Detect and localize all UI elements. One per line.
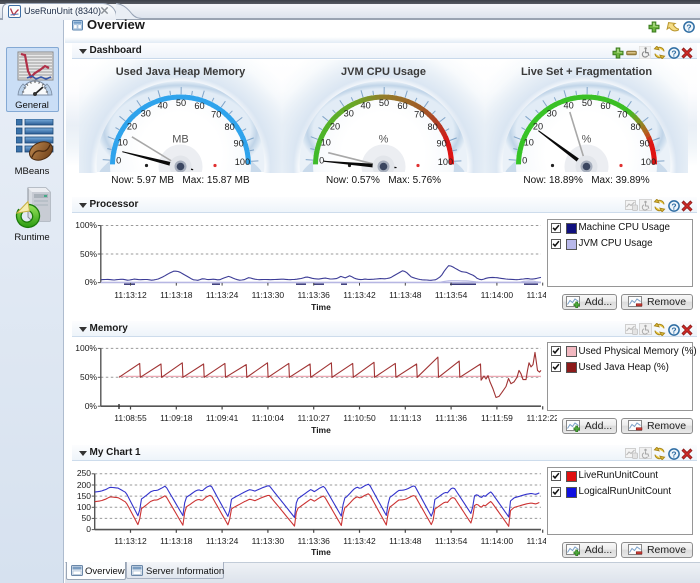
svg-text:80: 80 [427,122,437,132]
svg-text:10: 10 [524,138,534,148]
svg-text:60: 60 [194,101,204,111]
svg-text:?: ? [671,325,676,335]
svg-text:40: 40 [563,101,573,111]
svg-text:?: ? [671,449,676,459]
svg-text:50: 50 [379,98,389,108]
svg-text:50: 50 [582,98,592,108]
svg-text:80: 80 [630,122,640,132]
svg-text:10: 10 [118,138,128,148]
svg-text:30: 30 [344,109,354,119]
svg-text:60: 60 [397,101,407,111]
svg-text:0: 0 [319,156,324,166]
svg-text:90: 90 [436,139,446,149]
svg-text:20: 20 [330,121,340,131]
svg-text:100: 100 [438,157,453,167]
svg-text:50: 50 [176,98,186,108]
svg-text:70: 70 [211,109,221,119]
svg-text:10: 10 [321,138,331,148]
svg-text:60: 60 [600,101,610,111]
svg-text:20: 20 [533,121,543,131]
svg-text:100: 100 [235,157,250,167]
svg-text:0: 0 [116,156,121,166]
svg-text:?: ? [671,201,676,211]
svg-text:90: 90 [639,139,649,149]
svg-text:MB: MB [172,134,189,146]
svg-text:90: 90 [233,139,243,149]
svg-text:0: 0 [522,156,527,166]
svg-text:30: 30 [141,109,151,119]
svg-text:?: ? [686,22,691,32]
svg-text:30: 30 [547,109,557,119]
svg-text:%: % [582,134,592,146]
svg-text:%: % [379,134,389,146]
svg-text:100: 100 [641,157,656,167]
svg-text:20: 20 [127,121,137,131]
svg-text:80: 80 [224,122,234,132]
svg-text:70: 70 [414,109,424,119]
svg-text:40: 40 [157,101,167,111]
svg-text:40: 40 [360,101,370,111]
svg-text:70: 70 [617,109,627,119]
svg-text:?: ? [671,48,676,58]
